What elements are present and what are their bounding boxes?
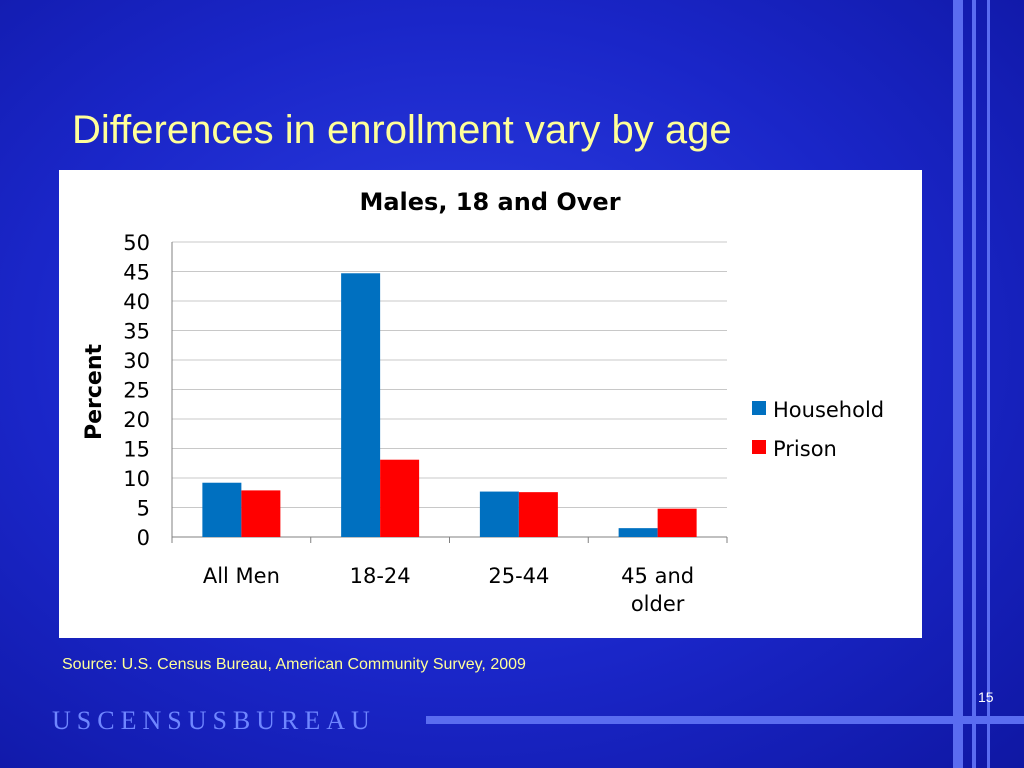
x-category-label: older — [631, 592, 685, 616]
legend-label-prison: Prison — [773, 437, 837, 461]
frame-vertical-line-3 — [987, 0, 990, 768]
y-tick-label: 0 — [137, 526, 150, 550]
legend-swatch-household — [752, 401, 766, 415]
page-number: 15 — [978, 689, 994, 705]
x-category-label: 18-24 — [350, 564, 411, 588]
slide-title: Differences in enrollment vary by age — [72, 108, 732, 152]
frame-horizontal-line — [426, 716, 1024, 724]
bar-prison-3 — [518, 492, 558, 537]
bar-household-1 — [202, 482, 242, 537]
frame-vertical-line-1 — [953, 0, 963, 768]
frame-vertical-line-2 — [972, 0, 976, 768]
source-note: Source: U.S. Census Bureau, American Com… — [62, 656, 526, 673]
y-axis-label: Percent — [82, 344, 107, 441]
chart-title: Males, 18 and Over — [359, 188, 620, 216]
x-category-label: All Men — [203, 564, 280, 588]
legend-label-household: Household — [773, 398, 884, 422]
y-tick-label: 45 — [123, 261, 150, 285]
y-tick-label: 25 — [123, 379, 150, 403]
bar-prison-2 — [380, 459, 420, 537]
bar-chart: Males, 18 and Over Percent 0 5 10 15 20 25 30 3… — [82, 188, 884, 616]
y-tick-label: 15 — [123, 438, 150, 462]
bar-household-2 — [341, 273, 381, 537]
bar-prison-4 — [657, 508, 697, 537]
y-tick-label: 40 — [123, 290, 150, 314]
bar-prison-1 — [241, 490, 281, 537]
y-tick-label: 5 — [137, 497, 150, 521]
x-category-label: 25-44 — [488, 564, 549, 588]
y-tick-label: 20 — [123, 408, 150, 432]
chart-plot-layer: 0 5 10 15 20 25 30 35 40 45 50 All Men 18-24 25-44 45 … — [123, 231, 884, 616]
chart-area: Males, 18 and Over Percent 0 5 10 15 20 25 30 3… — [59, 170, 922, 638]
legend-swatch-prison — [752, 440, 766, 454]
bar-household-4 — [618, 528, 658, 537]
y-tick-label: 35 — [123, 320, 150, 344]
y-tick-label: 30 — [123, 349, 150, 373]
y-tick-label: 50 — [123, 231, 150, 255]
y-tick-label: 10 — [123, 467, 150, 491]
bar-household-3 — [479, 491, 519, 537]
census-bureau-logo: USCENSUSBUREAU — [52, 706, 376, 735]
x-category-label: 45 and — [621, 564, 694, 588]
